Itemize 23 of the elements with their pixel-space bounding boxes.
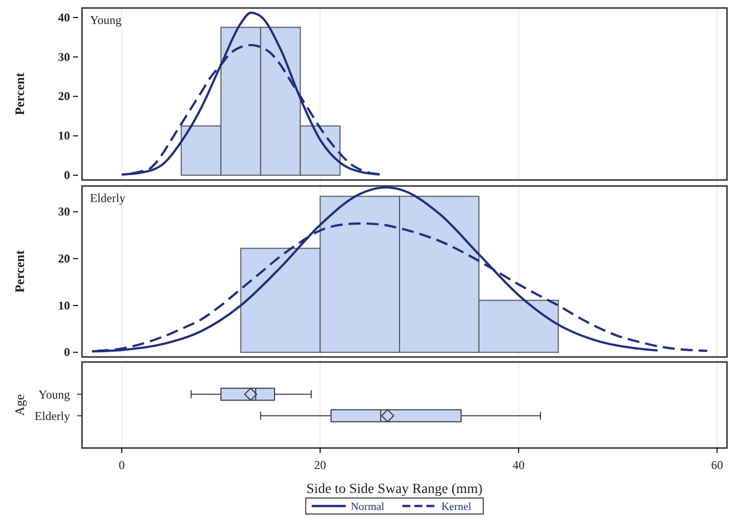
y-tick-label: 30 [58, 50, 70, 64]
legend-label: Kernel [441, 501, 472, 513]
x-axis-title: Side to Side Sway Range (mm) [306, 482, 483, 497]
x-tick-label: 40 [512, 458, 525, 472]
chart-title: Young [90, 13, 122, 27]
x-tick-label: 20 [314, 458, 326, 472]
y-tick-label: Elderly [34, 408, 70, 423]
y-tick-label: 20 [58, 251, 70, 266]
y-tick-label: 0 [64, 168, 70, 182]
text: Elderly [90, 191, 126, 205]
y-axis-title: Percent [12, 72, 27, 116]
y-tick-label: 10 [58, 128, 70, 143]
y-tick-label: 10 [58, 298, 70, 312]
y-tick-label: 0 [64, 345, 70, 360]
y-axis-title: Percent [12, 250, 27, 293]
y-tick-label: 40 [58, 10, 70, 24]
y-tick-label: 20 [58, 89, 70, 104]
y-axis-title: Age [12, 394, 27, 416]
x-tick-label: 60 [711, 458, 724, 472]
legend-label: Normal [350, 501, 384, 513]
y-tick-label: Young [38, 387, 70, 402]
x-tick-label: 0 [118, 458, 125, 472]
y-tick-label: 30 [58, 204, 70, 219]
